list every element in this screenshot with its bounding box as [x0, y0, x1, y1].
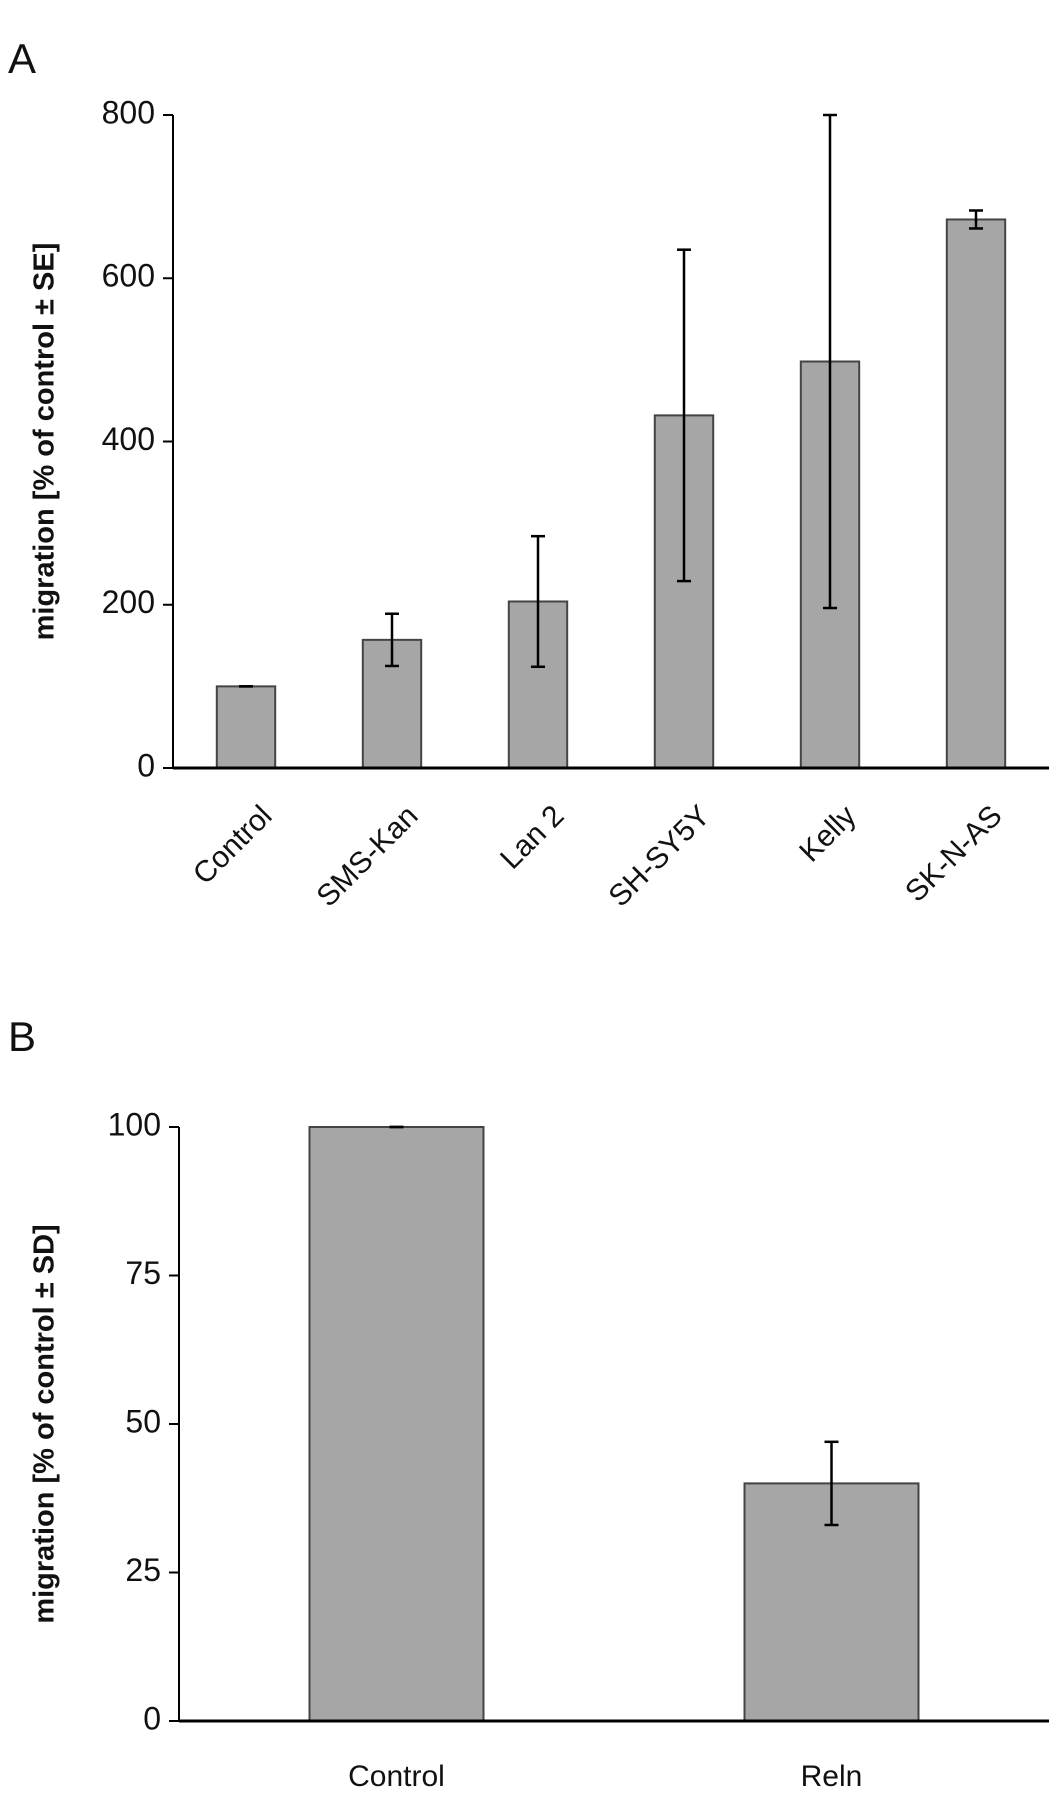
x-tick-label: SK-N-AS — [899, 799, 1008, 908]
y-tick-label: 100 — [108, 1106, 161, 1142]
y-tick-label: 75 — [125, 1255, 161, 1291]
x-tick-label: SMS-Kan — [310, 799, 424, 913]
error-bar — [969, 209, 983, 230]
error-bar — [385, 612, 399, 668]
panel-label: B — [8, 1013, 36, 1060]
y-axis-title: migration [% of control ± SD] — [29, 1224, 61, 1623]
x-tick-label: Control — [348, 1760, 445, 1793]
bar — [308, 1126, 485, 1722]
error-bar — [531, 534, 545, 669]
error-bar — [677, 248, 691, 583]
y-tick-label: 400 — [102, 421, 155, 457]
bar — [215, 685, 277, 769]
y-tick-label: 200 — [102, 584, 155, 620]
y-tick-label: 50 — [125, 1403, 161, 1439]
error-bar — [824, 1440, 839, 1527]
bar — [945, 218, 1007, 770]
x-tick-label: Control — [187, 799, 279, 891]
x-tick-label: Kelly — [793, 799, 862, 868]
panel-label: A — [8, 35, 36, 82]
y-tick-label: 600 — [102, 258, 155, 294]
y-tick-label: 25 — [125, 1552, 161, 1588]
y-tick-label: 0 — [143, 1700, 161, 1736]
x-tick-label: Lan 2 — [494, 799, 570, 875]
x-tick-label: Reln — [801, 1760, 863, 1793]
y-tick-label: 0 — [137, 747, 155, 783]
x-tick-label: SH-SY5Y — [602, 799, 716, 913]
y-axis-title: migration [% of control ± SE] — [29, 243, 61, 641]
y-tick-label: 800 — [102, 94, 155, 130]
error-bar — [823, 113, 837, 610]
